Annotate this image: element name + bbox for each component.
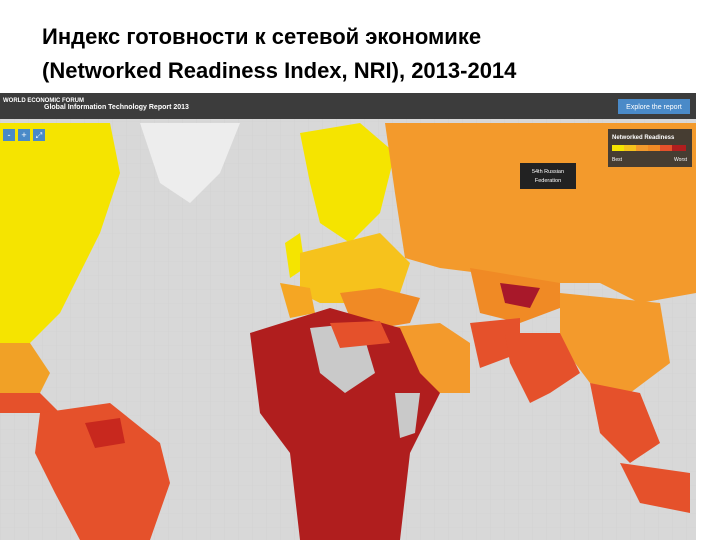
- indonesia: [620, 463, 690, 513]
- zoom-out[interactable]: [3, 129, 15, 141]
- explore-button[interactable]: [618, 99, 690, 114]
- legend-swatch: [660, 145, 672, 151]
- legend-swatch: [612, 145, 624, 151]
- legend-swatch: [636, 145, 648, 151]
- legend-swatch: [648, 145, 660, 151]
- tooltip: [520, 163, 576, 189]
- usa-south: [0, 343, 50, 393]
- north-africa: [330, 321, 390, 348]
- legend-best: Best: [612, 157, 623, 163]
- title-line: Индекс готовности к сетевой экономике: [42, 24, 482, 49]
- zoom-in-label[interactable]: +: [21, 130, 26, 140]
- europe-west: [300, 233, 410, 303]
- title-line: (Networked Readiness Index, NRI), 2013-2…: [42, 58, 517, 83]
- iberia: [280, 283, 315, 318]
- iran: [470, 318, 520, 368]
- explore-button-label[interactable]: Explore the report: [626, 104, 682, 111]
- zoom-in[interactable]: [18, 129, 30, 141]
- russia: [385, 123, 696, 303]
- north-america: [0, 123, 120, 343]
- africa: [250, 308, 440, 540]
- zoom-out-label[interactable]: -: [8, 130, 11, 140]
- southeast-asia: [590, 383, 660, 463]
- south-america: [35, 403, 170, 540]
- fullscreen[interactable]: [33, 129, 45, 141]
- horn-no-data: [395, 393, 420, 438]
- scandinavia: [300, 123, 395, 243]
- greenland: [140, 123, 240, 203]
- legend-swatch: [624, 145, 636, 151]
- header-bar: [0, 93, 696, 119]
- tooltip-rank: 54th Russian: [532, 169, 564, 175]
- fullscreen-label[interactable]: ⤢: [35, 131, 42, 140]
- legend-swatch: [672, 145, 686, 151]
- legend-worst: Worst: [674, 157, 688, 163]
- kyrgyzstan: [500, 283, 540, 308]
- map-screenshot: WORLD ECONOMIC FORUM Global Information …: [0, 93, 696, 540]
- india: [505, 333, 580, 403]
- venezuela: [85, 418, 125, 448]
- china: [560, 293, 670, 393]
- legend-title: Networked Readiness: [612, 135, 675, 141]
- header-title: Global Information Technology Report 201…: [44, 104, 189, 111]
- logo: WORLD ECONOMIC FORUM: [3, 98, 84, 104]
- tooltip-country: Federation: [535, 178, 561, 184]
- slide-title: Индекс готовности к сетевой экономике (N…: [42, 20, 702, 88]
